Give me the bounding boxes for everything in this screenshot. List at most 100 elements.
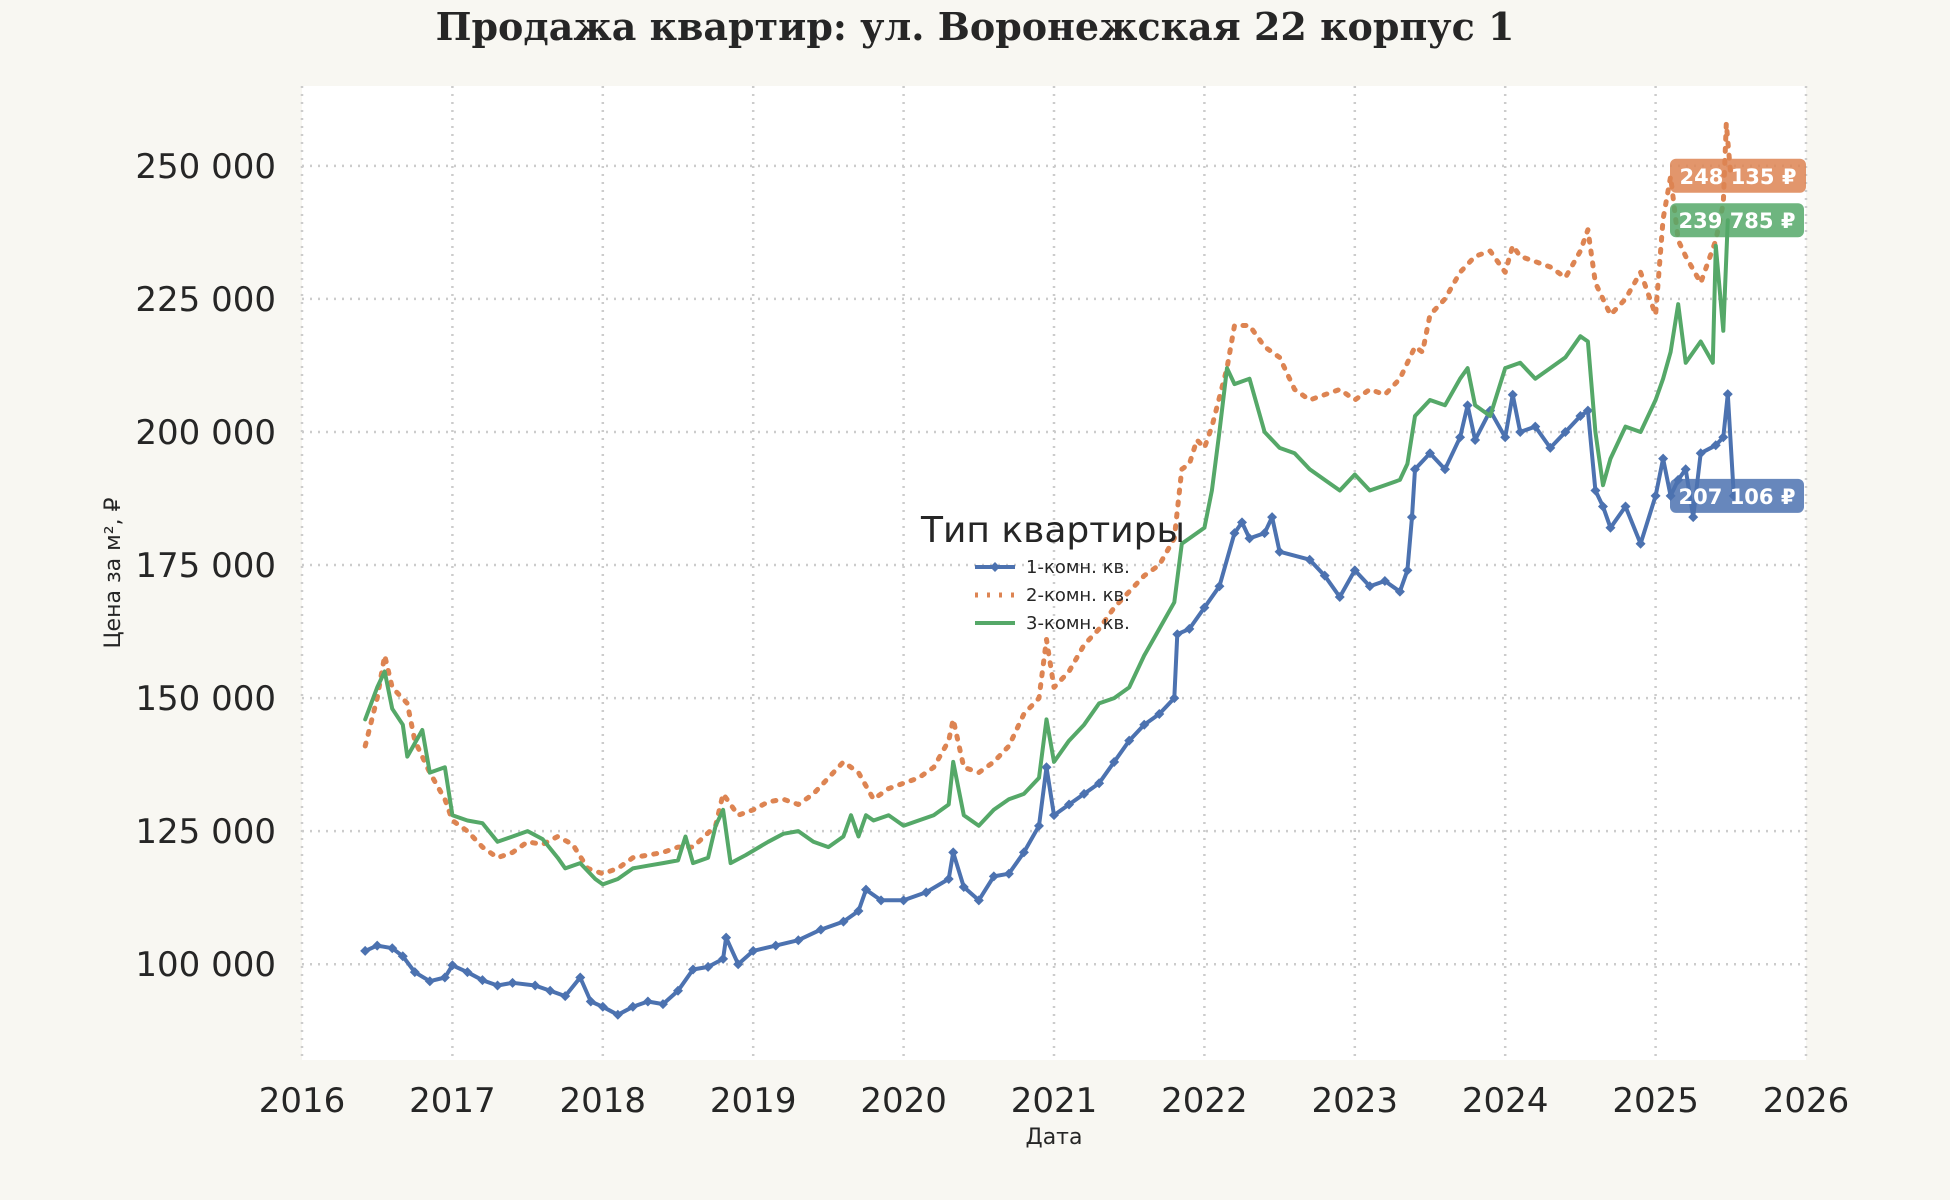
data-point-marker: [1237, 517, 1247, 528]
x-tick-label: 2016: [259, 1081, 346, 1121]
data-point-marker: [1018, 847, 1029, 858]
data-point-marker: [1229, 528, 1240, 539]
y-tick-label: 200 000: [135, 413, 276, 453]
data-point-marker: [1688, 512, 1699, 523]
end-value-badge: [1670, 478, 1804, 513]
data-point-marker: [1169, 693, 1180, 704]
data-point-marker: [1402, 565, 1413, 576]
data-point-marker: [530, 980, 541, 991]
data-point-marker: [1214, 581, 1225, 592]
data-point-marker: [688, 964, 699, 975]
data-point-marker: [1184, 623, 1195, 634]
data-point-marker: [1244, 533, 1255, 544]
legend-title: Тип квартиры: [920, 510, 1185, 551]
x-tick-label: 2025: [1612, 1081, 1699, 1121]
data-point-marker: [642, 996, 653, 1007]
end-value-text: 248 135 ₽: [1680, 165, 1797, 189]
data-point-marker: [1304, 554, 1315, 565]
data-point-marker: [1267, 512, 1278, 523]
series-line: [363, 392, 1736, 1017]
data-point-marker: [1582, 405, 1593, 416]
data-point-marker: [1597, 501, 1608, 512]
data-point-marker: [1515, 426, 1526, 437]
data-point-marker: [597, 1001, 608, 1012]
data-point-marker: [1590, 485, 1601, 496]
data-point-marker: [1406, 512, 1417, 523]
data-point-marker: [948, 847, 959, 858]
data-point-marker: [1425, 448, 1435, 459]
data-point-marker: [1507, 389, 1518, 400]
y-tick-label: 225 000: [135, 280, 276, 320]
data-point-marker: [409, 967, 420, 978]
data-point-marker: [1620, 501, 1631, 512]
data-point-marker: [372, 940, 383, 951]
data-point-marker: [673, 985, 683, 996]
data-point-marker: [1003, 868, 1014, 879]
data-point-marker: [447, 960, 458, 971]
data-point-marker: [1470, 434, 1481, 445]
data-point-marker: [575, 972, 586, 983]
legend-item-label: 3-комн. кв.: [1026, 613, 1130, 634]
data-point-marker: [733, 959, 744, 970]
end-value-label-1: 207 106 ₽: [1670, 478, 1804, 513]
x-tick-label: 2020: [860, 1081, 947, 1121]
data-point-marker: [585, 996, 596, 1007]
data-point-marker: [721, 932, 732, 943]
x-tick-label: 2024: [1462, 1081, 1549, 1121]
data-point-marker: [943, 874, 954, 885]
data-point-marker: [703, 961, 714, 972]
data-point-marker: [988, 871, 999, 882]
data-point-marker: [793, 935, 804, 946]
end-value-label-2: 248 135 ₽: [1670, 158, 1806, 193]
series-line: [363, 218, 1730, 887]
data-point-marker: [1650, 490, 1661, 501]
data-point-marker: [898, 895, 909, 906]
data-point-marker: [1064, 799, 1075, 810]
data-point-marker: [1710, 440, 1721, 451]
data-point-marker: [387, 943, 398, 954]
data-point-marker: [1605, 522, 1616, 533]
data-point-marker: [1364, 581, 1375, 592]
end-value-badge: [1670, 158, 1806, 193]
data-point-marker: [1259, 528, 1270, 539]
data-point-marker: [397, 951, 408, 962]
data-point-marker: [477, 975, 488, 986]
series-3: [363, 218, 1730, 887]
data-point-marker: [1695, 448, 1706, 459]
data-point-marker: [560, 991, 571, 1002]
end-value-text: 239 785 ₽: [1679, 209, 1796, 233]
x-tick-label: 2023: [1312, 1081, 1399, 1121]
x-tick-label: 2026: [1763, 1081, 1850, 1121]
series-1: [360, 389, 1739, 1020]
data-point-marker: [1409, 464, 1420, 475]
data-point-marker: [424, 976, 435, 987]
data-point-marker: [1199, 602, 1210, 613]
x-axis-label: Дата: [1026, 1125, 1083, 1150]
data-point-marker: [1722, 389, 1733, 400]
data-point-marker: [1575, 410, 1586, 421]
data-point-marker: [1379, 575, 1390, 586]
data-point-marker: [1041, 762, 1052, 773]
y-tick-label: 125 000: [135, 812, 276, 852]
legend-marker: [990, 562, 1000, 572]
data-point-marker: [1440, 464, 1451, 475]
data-point-marker: [1094, 778, 1105, 789]
x-tick-label: 2021: [1011, 1081, 1098, 1121]
chart-title: Продажа квартир: ул. Воронежская 22 корп…: [435, 4, 1515, 49]
series-2: [362, 120, 1734, 877]
data-point-marker: [1109, 756, 1120, 767]
x-tick-label: 2018: [560, 1081, 647, 1121]
data-point-marker: [718, 953, 729, 964]
data-point-marker: [462, 967, 473, 978]
data-point-marker: [1172, 629, 1183, 640]
y-tick-label: 250 000: [135, 147, 276, 187]
data-point-marker: [1154, 709, 1165, 720]
data-point-marker: [876, 895, 887, 906]
y-tick-label: 175 000: [135, 546, 276, 586]
data-point-marker: [1530, 421, 1541, 432]
data-point-marker: [627, 1001, 638, 1012]
x-tick-label: 2022: [1161, 1081, 1248, 1121]
data-point-marker: [973, 895, 984, 906]
